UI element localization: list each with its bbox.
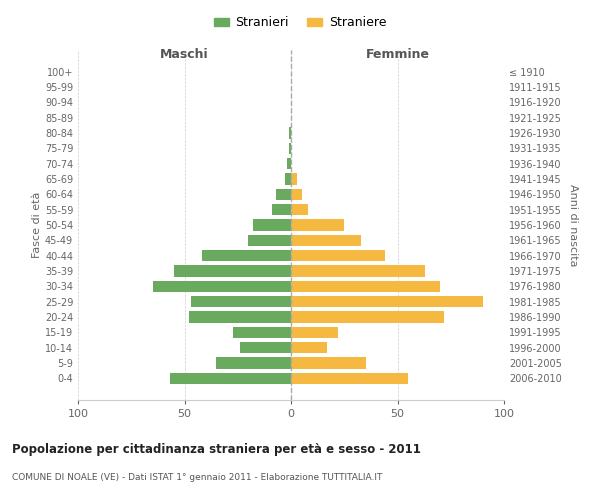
Bar <box>291 234 361 246</box>
Bar <box>291 280 440 292</box>
Text: COMUNE DI NOALE (VE) - Dati ISTAT 1° gennaio 2011 - Elaborazione TUTTITALIA.IT: COMUNE DI NOALE (VE) - Dati ISTAT 1° gen… <box>12 472 382 482</box>
Text: Popolazione per cittadinanza straniera per età e sesso - 2011: Popolazione per cittadinanza straniera p… <box>12 442 421 456</box>
Bar <box>291 342 327 353</box>
Bar <box>291 204 308 216</box>
Bar <box>152 280 291 292</box>
Bar <box>284 173 291 184</box>
Bar <box>276 188 291 200</box>
Bar <box>291 173 298 184</box>
Text: Femmine: Femmine <box>365 48 430 61</box>
Bar <box>272 204 291 216</box>
Bar <box>291 219 344 231</box>
Bar <box>240 342 291 353</box>
Bar <box>291 326 338 338</box>
Text: Maschi: Maschi <box>160 48 209 61</box>
Y-axis label: Fasce di età: Fasce di età <box>32 192 42 258</box>
Bar <box>291 188 302 200</box>
Bar <box>287 158 291 170</box>
Bar <box>233 326 291 338</box>
Bar <box>289 127 291 138</box>
Bar <box>291 358 365 369</box>
Bar <box>191 296 291 308</box>
Bar <box>289 142 291 154</box>
Bar <box>291 372 408 384</box>
Bar <box>217 358 291 369</box>
Bar <box>291 296 482 308</box>
Bar <box>248 234 291 246</box>
Bar <box>291 250 385 262</box>
Bar <box>189 312 291 323</box>
Bar <box>170 372 291 384</box>
Bar <box>291 266 425 277</box>
Y-axis label: Anni di nascita: Anni di nascita <box>568 184 578 266</box>
Bar <box>202 250 291 262</box>
Legend: Stranieri, Straniere: Stranieri, Straniere <box>209 11 391 34</box>
Bar <box>174 266 291 277</box>
Bar <box>253 219 291 231</box>
Bar <box>291 312 445 323</box>
